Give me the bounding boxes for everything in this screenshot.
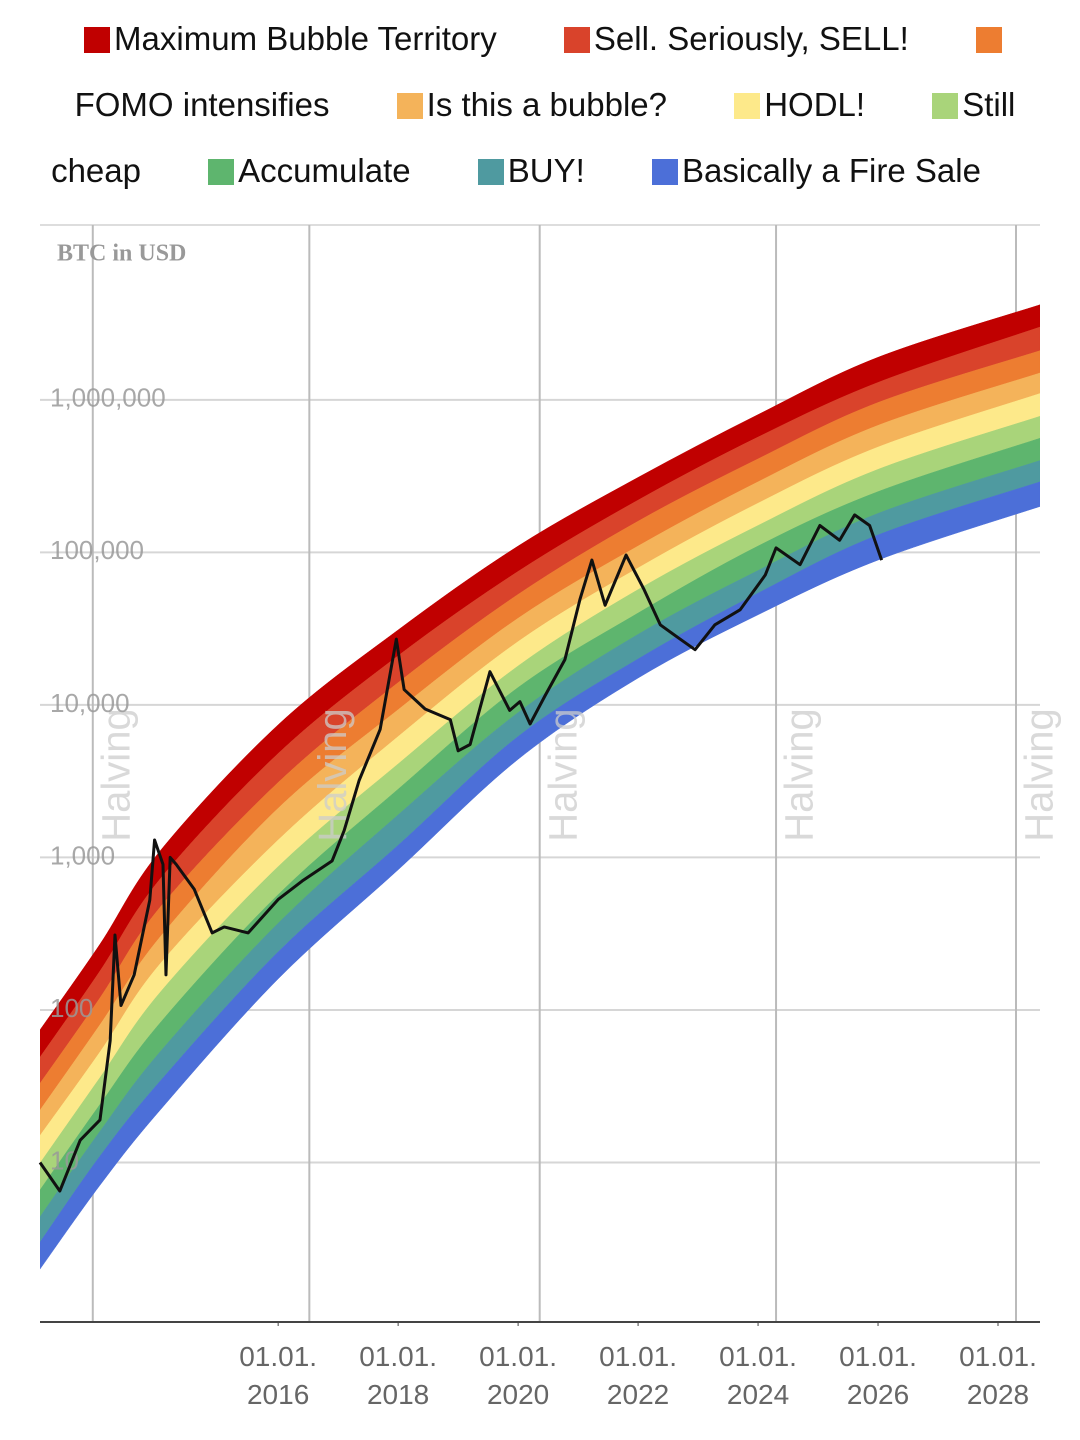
y-tick-label: 1,000 (50, 840, 115, 870)
y-axis-title: BTC in USD (57, 241, 186, 267)
halving-label: Halving (778, 708, 822, 841)
legend-label: Still cheap (51, 86, 1016, 189)
legend-swatch (208, 159, 235, 185)
legend-item: FOMO intensifies (75, 20, 1006, 123)
legend-item: Is this a bubble? (396, 86, 668, 123)
legend-label: Accumulate (238, 152, 411, 189)
x-tick-label: 01.01. 2026 (839, 1341, 917, 1410)
legend-swatch (734, 93, 761, 119)
y-tick-label: 1,000,000 (50, 383, 166, 413)
legend-item: Maximum Bubble Territory (84, 20, 497, 57)
price-line (38, 513, 884, 1193)
legend-item: Accumulate (208, 152, 411, 189)
x-tick-label: 01.01. 2024 (719, 1341, 797, 1410)
legend-label: BUY! (507, 152, 585, 189)
band (40, 481, 1040, 1270)
legend-label: HODL! (764, 86, 866, 123)
halving-label: Halving (541, 708, 585, 841)
y-tick-label: 100,000 (50, 535, 144, 565)
legend-swatch (932, 93, 959, 119)
legend-swatch (651, 159, 678, 185)
halving-label: Halving (94, 708, 138, 841)
legend-item: HODL! (734, 86, 865, 123)
bands (40, 304, 1040, 1270)
legend-label: Sell. Seriously, SELL! (593, 20, 909, 57)
x-tick-label: 01.01. 2028 (959, 1341, 1037, 1410)
legend: Maximum Bubble Territory Sell. Seriously… (40, 6, 1050, 204)
legend-swatch (396, 93, 423, 119)
legend-label: Basically a Fire Sale (681, 152, 981, 189)
x-tick-label: 01.01. 2022 (599, 1341, 677, 1410)
legend-item: Still cheap (51, 86, 1015, 189)
x-tick-label: 01.01. 2018 (359, 1341, 438, 1410)
halving-label: Halving (1018, 708, 1062, 841)
y-tick-label: 100 (50, 993, 93, 1023)
legend-label: FOMO intensifies (74, 86, 330, 123)
x-tick-label: 01.01. 2016 (239, 1341, 318, 1410)
legend-item: BUY! (477, 152, 585, 189)
legend-swatch (84, 27, 111, 53)
y-tick-label: 10 (50, 1145, 79, 1175)
y-tick-label: 10,000 (50, 688, 130, 718)
legend-item: Sell. Seriously, SELL! (563, 20, 909, 57)
legend-label: Maximum Bubble Territory (114, 20, 497, 57)
legend-swatch (975, 27, 1002, 53)
legend-item: Basically a Fire Sale (651, 152, 981, 189)
legend-swatch (477, 159, 504, 185)
legend-swatch (563, 27, 590, 53)
x-tick-label: 01.01. 2020 (479, 1341, 558, 1410)
legend-label: Is this a bubble? (426, 86, 668, 123)
